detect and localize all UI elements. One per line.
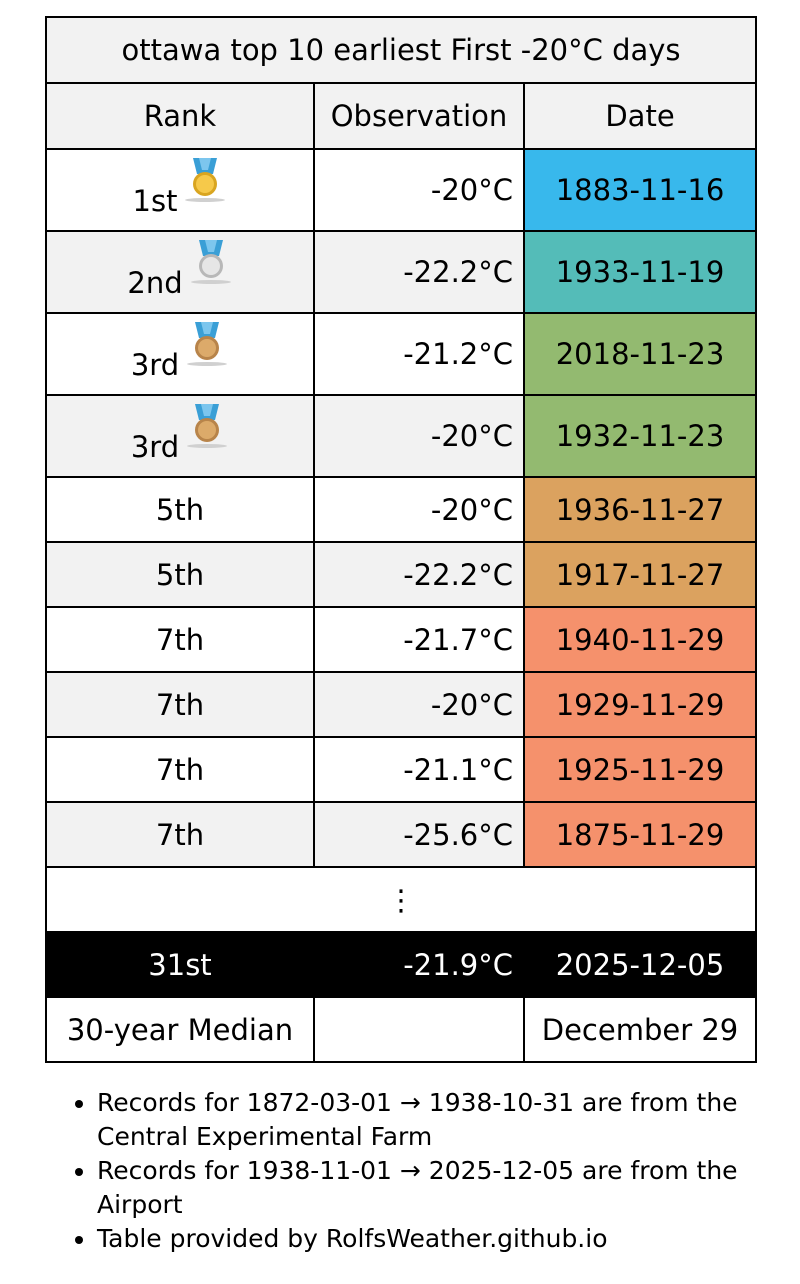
- rank-cell: 7th: [45, 671, 315, 738]
- rank-label: 7th: [155, 622, 205, 657]
- observation-cell: -20°C: [313, 671, 525, 738]
- current-observation: -21.9°C: [313, 931, 525, 998]
- date-cell: 1940-11-29: [522, 606, 758, 673]
- gold-medal-icon: [183, 156, 227, 204]
- observation-cell: -21.7°C: [313, 606, 525, 673]
- observation-cell: -20°C: [313, 394, 525, 478]
- median-label: 30-year Median: [45, 996, 315, 1063]
- table-row: 1st -20°C 1883-11-16: [45, 148, 758, 232]
- table-row: 7th -20°C 1929-11-29: [45, 671, 758, 738]
- rank-label: 7th: [155, 817, 205, 852]
- rank-cell: 2nd: [45, 230, 315, 314]
- rank-cell: 1st: [45, 148, 315, 232]
- rank-cell: 7th: [45, 736, 315, 803]
- bronze-medal-icon: [185, 402, 229, 450]
- rank-label: 1st: [132, 184, 178, 218]
- note-item: Records for 1938-11-01 → 2025-12-05 are …: [97, 1154, 800, 1222]
- bronze-medal-icon: [185, 320, 229, 368]
- table-row: 3rd -20°C 1932-11-23: [45, 394, 758, 478]
- table-row: 7th -25.6°C 1875-11-29: [45, 801, 758, 868]
- table-row: 7th -21.1°C 1925-11-29: [45, 736, 758, 803]
- ellipsis-row: ⋮: [44, 866, 758, 933]
- ellipsis-cell: ⋮: [44, 866, 758, 933]
- date-cell: 2018-11-23: [522, 312, 758, 396]
- rank-cell: 5th: [45, 541, 315, 608]
- rank-label: 3rd: [130, 348, 180, 382]
- header-row: Rank Observation Date: [45, 82, 758, 150]
- median-date: December 29: [522, 996, 758, 1063]
- table-row: 5th -22.2°C 1917-11-27: [45, 541, 758, 608]
- note-item: Records for 1872-03-01 → 1938-10-31 are …: [97, 1086, 800, 1154]
- observation-cell: -21.1°C: [313, 736, 525, 803]
- date-cell: 1883-11-16: [522, 148, 758, 232]
- rank-cell: 7th: [45, 801, 315, 868]
- observation-cell: -21.2°C: [313, 312, 525, 396]
- rank-label: 5th: [155, 557, 205, 592]
- rank-cell: 7th: [45, 606, 315, 673]
- table-body: 1st -20°C 1883-11-16 2nd -22.2°C 1933-11-19 3r…: [45, 148, 758, 868]
- observation-cell: -20°C: [313, 476, 525, 543]
- table-row: 3rd -21.2°C 2018-11-23: [45, 312, 758, 396]
- notes-list: Records for 1872-03-01 → 1938-10-31 are …: [45, 1086, 800, 1256]
- note-item: Table provided by RolfsWeather.github.io: [97, 1222, 800, 1256]
- rank-cell: 3rd: [45, 312, 315, 396]
- date-cell: 1875-11-29: [522, 801, 758, 868]
- table-row: 2nd -22.2°C 1933-11-19: [45, 230, 758, 314]
- table-title: ottawa top 10 earliest First -20°C days: [44, 16, 758, 84]
- median-observation: [313, 996, 525, 1063]
- current-year-row: 31st -21.9°C 2025-12-05: [45, 931, 758, 998]
- date-cell: 1929-11-29: [522, 671, 758, 738]
- rank-cell: 3rd: [45, 394, 315, 478]
- observation-cell: -25.6°C: [313, 801, 525, 868]
- column-header-date: Date: [522, 82, 758, 150]
- rank-label: 7th: [155, 752, 205, 787]
- current-rank: 31st: [45, 931, 315, 998]
- date-cell: 1933-11-19: [522, 230, 758, 314]
- date-cell: 1917-11-27: [522, 541, 758, 608]
- rank-cell: 5th: [45, 476, 315, 543]
- rank-label: 7th: [155, 687, 205, 722]
- table-row: 7th -21.7°C 1940-11-29: [45, 606, 758, 673]
- median-row: 30-year Median December 29: [45, 996, 758, 1063]
- rank-label: 3rd: [130, 430, 180, 464]
- rank-label: 2nd: [127, 266, 183, 300]
- rank-label: 5th: [155, 492, 205, 527]
- date-cell: 1925-11-29: [522, 736, 758, 803]
- current-date: 2025-12-05: [522, 931, 758, 998]
- table-row: 5th -20°C 1936-11-27: [45, 476, 758, 543]
- observation-cell: -20°C: [313, 148, 525, 232]
- silver-medal-icon: [189, 238, 233, 286]
- observation-cell: -22.2°C: [313, 541, 525, 608]
- column-header-observation: Observation: [313, 82, 525, 150]
- records-table: ottawa top 10 earliest First -20°C days …: [44, 16, 758, 1063]
- date-cell: 1936-11-27: [522, 476, 758, 543]
- column-header-rank: Rank: [45, 82, 315, 150]
- observation-cell: -22.2°C: [313, 230, 525, 314]
- date-cell: 1932-11-23: [522, 394, 758, 478]
